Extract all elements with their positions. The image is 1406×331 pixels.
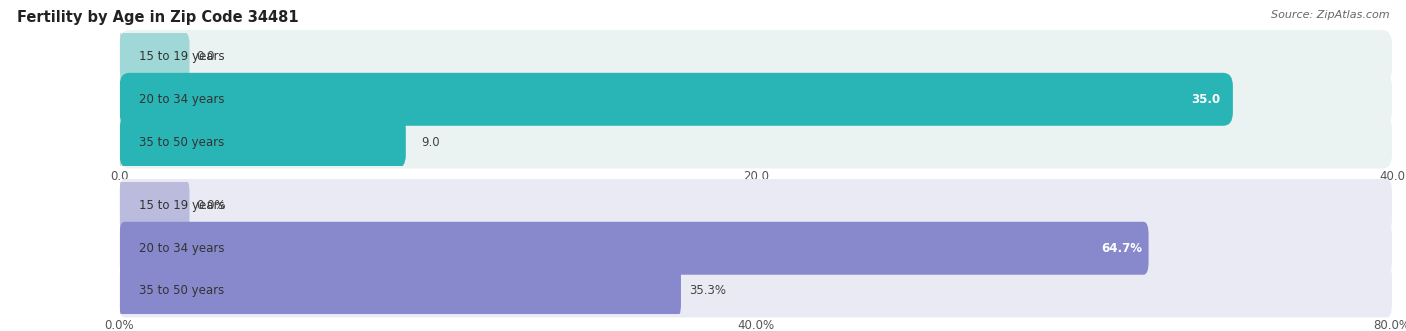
Text: 64.7%: 64.7% (1101, 242, 1142, 255)
FancyBboxPatch shape (120, 30, 190, 83)
Text: 0.0: 0.0 (195, 50, 214, 63)
Text: 15 to 19 years: 15 to 19 years (139, 199, 224, 212)
FancyBboxPatch shape (120, 116, 406, 168)
FancyBboxPatch shape (120, 179, 1392, 232)
FancyBboxPatch shape (120, 222, 1149, 275)
FancyBboxPatch shape (120, 116, 1392, 168)
FancyBboxPatch shape (120, 264, 1392, 317)
Text: 20 to 34 years: 20 to 34 years (139, 93, 224, 106)
Text: 35 to 50 years: 35 to 50 years (139, 135, 224, 149)
FancyBboxPatch shape (120, 222, 1392, 275)
Text: 9.0: 9.0 (422, 135, 440, 149)
Text: 35 to 50 years: 35 to 50 years (139, 284, 224, 298)
FancyBboxPatch shape (120, 73, 1392, 126)
Text: 20 to 34 years: 20 to 34 years (139, 242, 224, 255)
Text: 35.0: 35.0 (1191, 93, 1220, 106)
Text: 35.3%: 35.3% (689, 284, 725, 298)
Text: Fertility by Age in Zip Code 34481: Fertility by Age in Zip Code 34481 (17, 10, 298, 25)
Text: 0.0%: 0.0% (195, 199, 225, 212)
Text: 15 to 19 years: 15 to 19 years (139, 50, 224, 63)
FancyBboxPatch shape (120, 73, 1233, 126)
FancyBboxPatch shape (120, 30, 1392, 83)
FancyBboxPatch shape (120, 179, 190, 232)
Text: Source: ZipAtlas.com: Source: ZipAtlas.com (1271, 10, 1389, 20)
FancyBboxPatch shape (120, 264, 681, 317)
